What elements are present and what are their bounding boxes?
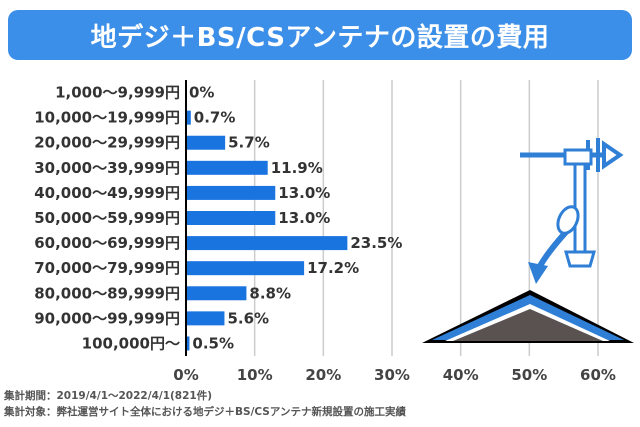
category-label: 40,000〜49,999円 xyxy=(34,184,180,202)
value-label: 5.6% xyxy=(227,309,269,327)
bar xyxy=(186,286,247,301)
bar xyxy=(186,135,226,150)
value-label: 0% xyxy=(189,84,214,102)
title-bar: 地デジ＋BS/CSアンテナの設置の費用 xyxy=(8,10,632,60)
bar xyxy=(186,185,276,200)
chart-title: 地デジ＋BS/CSアンテナの設置の費用 xyxy=(90,22,550,53)
x-tick-label: 30% xyxy=(374,366,410,384)
category-label: 70,000〜79,999円 xyxy=(34,259,180,277)
value-label: 8.8% xyxy=(249,284,291,302)
x-axis-ticks: 0% 10% 20% 30% 40% 50% 60% xyxy=(173,366,616,384)
category-label: 60,000〜69,999円 xyxy=(34,234,180,252)
category-label: 20,000〜29,999円 xyxy=(34,134,180,152)
footnotes: 集計期間：2019/4/1〜2022/4/1(821件) 集計対象：弊社運営サイ… xyxy=(4,388,406,420)
x-tick-label: 10% xyxy=(237,366,273,384)
value-label: 13.0% xyxy=(278,209,330,227)
footnote-period: 集計期間：2019/4/1〜2022/4/1(821件) xyxy=(4,390,213,402)
category-label: 30,000〜39,999円 xyxy=(34,159,180,177)
bar xyxy=(186,311,225,326)
value-label: 0.5% xyxy=(192,334,234,352)
category-label: 90,000〜99,999円 xyxy=(34,309,180,327)
x-tick-label: 50% xyxy=(511,366,547,384)
category-label: 80,000〜89,999円 xyxy=(34,284,180,302)
bar xyxy=(186,160,268,175)
bar xyxy=(186,336,190,351)
value-label: 11.9% xyxy=(271,159,323,177)
value-label: 13.0% xyxy=(278,184,330,202)
footnote-target: 集計対象：弊社運営サイト全体における地デジ＋BS/CSアンテナ新規設置の施工実績 xyxy=(4,406,406,418)
x-tick-label: 20% xyxy=(305,366,341,384)
x-tick-label: 0% xyxy=(173,366,198,384)
bar xyxy=(186,261,305,276)
value-label: 5.7% xyxy=(228,134,270,152)
x-tick-label: 40% xyxy=(443,366,479,384)
antenna-on-roof-icon xyxy=(422,138,634,343)
bar xyxy=(186,236,348,251)
bar xyxy=(186,211,276,225)
value-labels: 0% 0.7% 5.7%11.9% 13.0% 13.0% 23.5% 17.2% 8.8% 5… xyxy=(189,84,402,353)
value-label: 17.2% xyxy=(307,259,359,277)
x-tick-label: 60% xyxy=(580,366,616,384)
category-label: 100,000円〜 xyxy=(82,334,180,352)
bars xyxy=(186,110,348,351)
bar xyxy=(186,110,191,125)
value-label: 23.5% xyxy=(350,234,402,252)
category-labels: 1,000〜9,999円 10,000〜19,999円 20,000〜29,999円… xyxy=(34,84,180,353)
value-label: 0.7% xyxy=(194,109,236,127)
category-label: 1,000〜9,999円 xyxy=(55,84,180,102)
category-label: 50,000〜59,999円 xyxy=(34,209,180,227)
category-label: 10,000〜19,999円 xyxy=(34,109,180,127)
